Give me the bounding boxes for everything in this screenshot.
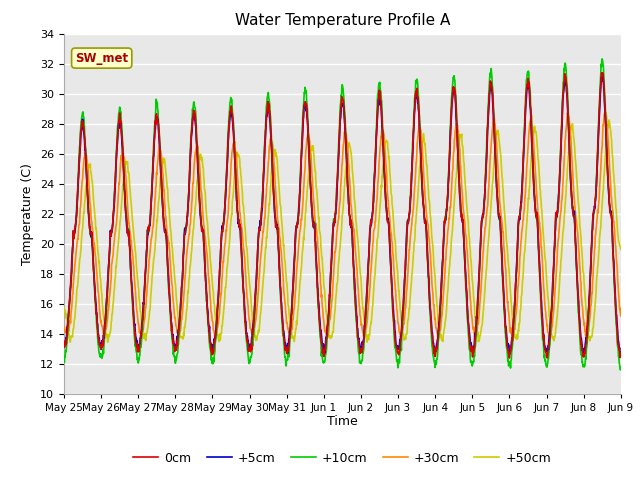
0cm xyxy=(170,344,178,349)
+10cm xyxy=(616,367,624,373)
+30cm xyxy=(170,312,178,318)
+50cm xyxy=(502,228,509,233)
+30cm xyxy=(617,313,625,319)
+10cm xyxy=(617,365,625,371)
+5cm xyxy=(184,205,191,211)
Title: Water Temperature Profile A: Water Temperature Profile A xyxy=(235,13,450,28)
+50cm xyxy=(60,305,68,311)
+50cm xyxy=(551,332,559,338)
Line: +5cm: +5cm xyxy=(64,76,621,355)
+5cm xyxy=(506,352,513,358)
+30cm xyxy=(551,287,559,292)
0cm xyxy=(617,350,625,356)
+5cm xyxy=(429,336,436,342)
+10cm xyxy=(246,358,254,363)
Legend: 0cm, +5cm, +10cm, +30cm, +50cm: 0cm, +5cm, +10cm, +30cm, +50cm xyxy=(129,447,556,469)
+5cm xyxy=(246,348,254,354)
+30cm xyxy=(397,336,405,342)
0cm xyxy=(429,340,436,346)
+10cm xyxy=(598,56,606,62)
+5cm xyxy=(60,342,68,348)
+30cm xyxy=(184,241,191,247)
Line: 0cm: 0cm xyxy=(64,73,621,358)
+10cm xyxy=(551,247,559,252)
+10cm xyxy=(170,354,178,360)
0cm xyxy=(506,355,513,361)
+5cm xyxy=(617,349,625,355)
+30cm xyxy=(60,325,68,331)
+5cm xyxy=(170,341,178,347)
+30cm xyxy=(246,325,254,331)
+50cm xyxy=(429,248,437,253)
+50cm xyxy=(246,290,254,296)
+5cm xyxy=(598,73,606,79)
Line: +10cm: +10cm xyxy=(64,59,621,370)
0cm xyxy=(246,346,254,351)
+5cm xyxy=(502,324,509,329)
0cm xyxy=(502,325,509,331)
Line: +50cm: +50cm xyxy=(64,120,621,342)
+50cm xyxy=(171,275,179,280)
0cm xyxy=(598,70,605,76)
+10cm xyxy=(60,356,68,362)
+50cm xyxy=(67,339,74,345)
0cm xyxy=(184,207,191,213)
+10cm xyxy=(502,331,509,337)
Y-axis label: Temperature (C): Temperature (C) xyxy=(22,163,35,264)
+5cm xyxy=(551,230,559,236)
+10cm xyxy=(429,350,436,356)
Line: +30cm: +30cm xyxy=(64,112,621,339)
+30cm xyxy=(502,268,509,274)
+30cm xyxy=(602,109,609,115)
Text: SW_met: SW_met xyxy=(75,51,128,65)
X-axis label: Time: Time xyxy=(327,415,358,429)
0cm xyxy=(551,228,559,234)
+30cm xyxy=(429,295,437,301)
+10cm xyxy=(184,207,191,213)
+50cm xyxy=(605,117,613,123)
+50cm xyxy=(617,246,625,252)
0cm xyxy=(60,342,68,348)
+50cm xyxy=(184,290,192,296)
